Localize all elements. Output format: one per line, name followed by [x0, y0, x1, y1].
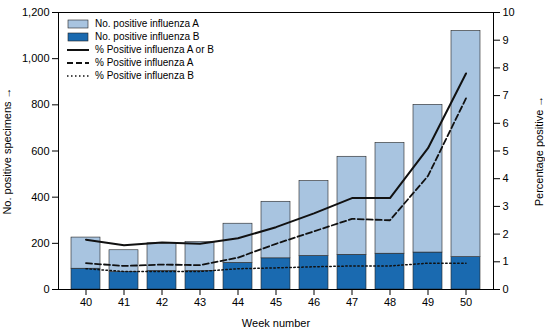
- svg-text:40: 40: [80, 296, 92, 308]
- svg-text:6: 6: [503, 117, 509, 129]
- svg-text:46: 46: [308, 296, 320, 308]
- svg-text:10: 10: [503, 6, 515, 18]
- svg-text:Week number: Week number: [242, 317, 311, 329]
- svg-text:44: 44: [232, 296, 244, 308]
- svg-text:43: 43: [194, 296, 206, 308]
- svg-text:No. positive specimens →: No. positive specimens →: [1, 87, 13, 214]
- svg-text:800: 800: [31, 98, 49, 110]
- html-text:% Positive influenza B: % Positive influenza B: [95, 70, 194, 81]
- svg-text:9: 9: [503, 34, 509, 46]
- html-text:% Positive influenza A or B: % Positive influenza A or B: [95, 44, 214, 55]
- svg-text:0: 0: [43, 283, 49, 295]
- html-text:% Positive influenza A: % Positive influenza A: [95, 57, 194, 68]
- html-text:No. positive influenza B: No. positive influenza B: [95, 31, 200, 42]
- svg-text:5: 5: [503, 145, 509, 157]
- svg-text:400: 400: [31, 191, 49, 203]
- svg-text:50: 50: [460, 296, 472, 308]
- svg-text:49: 49: [422, 296, 434, 308]
- svg-text:48: 48: [384, 296, 396, 308]
- svg-text:1: 1: [503, 255, 509, 267]
- svg-text:0: 0: [503, 283, 509, 295]
- svg-text:4: 4: [503, 172, 509, 184]
- svg-text:600: 600: [31, 145, 49, 157]
- svg-text:42: 42: [156, 296, 168, 308]
- svg-text:1,200: 1,200: [22, 6, 50, 18]
- svg-text:47: 47: [346, 296, 358, 308]
- svg-text:41: 41: [118, 296, 130, 308]
- svg-text:2: 2: [503, 228, 509, 240]
- html-text:No. positive influenza A: No. positive influenza A: [95, 18, 199, 29]
- svg-text:8: 8: [503, 61, 509, 73]
- svg-text:200: 200: [31, 237, 49, 249]
- svg-text:Percentage positive →: Percentage positive →: [533, 96, 545, 207]
- svg-text:45: 45: [270, 296, 282, 308]
- svg-text:1,000: 1,000: [22, 52, 50, 64]
- svg-text:7: 7: [503, 89, 509, 101]
- svg-text:3: 3: [503, 200, 509, 212]
